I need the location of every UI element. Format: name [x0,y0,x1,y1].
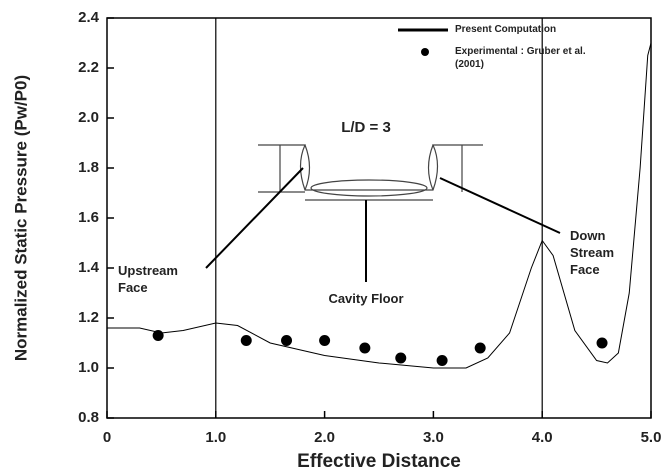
leader-lines [205,167,561,282]
plot-frame [106,17,652,419]
y-axis-label: Normalized Static Pressure (Pw/P0) [11,75,30,361]
legend-swatch [421,48,429,56]
y-tick-label: 1.8 [78,159,99,176]
y-tick-label: 2.4 [78,9,100,26]
x-tick-label: 5.0 [641,429,662,446]
point [240,335,252,346]
y-tick-label: 2.2 [78,59,99,76]
point [474,342,486,354]
line [107,42,652,369]
x-tick-label: 2.0 [314,429,335,446]
y-tick-label: 2.0 [78,109,99,126]
cavity-sketch [258,144,483,201]
annotation: Cavity Floor [328,291,404,306]
x-axis-label: Effective Distance [297,451,461,472]
y-tick-label: 1.6 [78,209,99,226]
point [319,335,331,346]
x-tick-label: 0 [103,429,111,446]
x-tick-label: 3.0 [423,429,444,446]
point [436,355,448,366]
annotation: Down Stream Face [570,228,615,277]
point [152,330,164,341]
y-tick-label: 0.8 [78,409,99,426]
legend-label: Experimental : Gruber et al. (2001) [455,46,586,70]
point [596,337,608,349]
y-tick-label: 1.2 [78,309,99,326]
y-tick-label: 1.4 [78,259,100,276]
y-tick-label: 1.0 [78,359,99,376]
point [395,352,407,364]
x-tick-label: 4.0 [532,429,553,446]
legend-label: Present Computation [455,24,557,35]
point [359,342,371,354]
point [281,335,293,346]
annotation: Upstream Face [118,263,178,295]
annotation: L/D = 3 [341,119,391,136]
x-tick-label: 1.0 [205,429,226,446]
